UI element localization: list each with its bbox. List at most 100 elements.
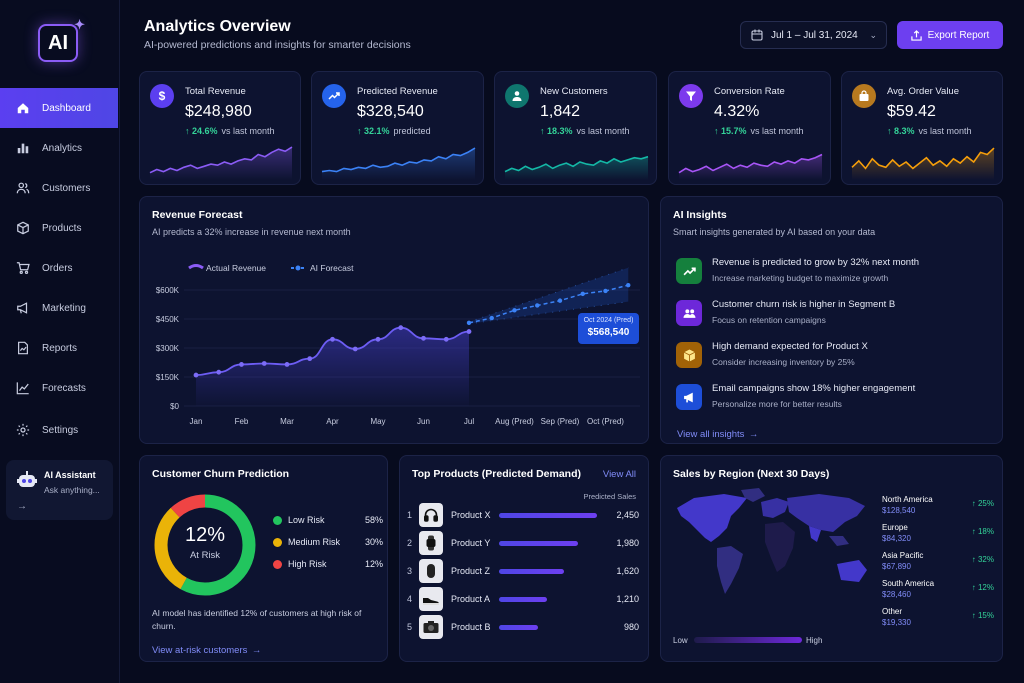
sidebar-item-forecasts[interactable]: Forecasts <box>0 368 118 408</box>
card-title: AI Insights <box>673 209 727 221</box>
sidebar-item-dashboard[interactable]: Dashboard <box>0 88 118 128</box>
kpi-change: ↑ 18.3% vs last month <box>540 126 630 136</box>
assistant-subtitle: Ask anything... <box>44 485 100 495</box>
speaker-icon <box>419 559 443 583</box>
product-name: Product B <box>451 622 491 632</box>
actual-data-point[interactable] <box>466 329 472 334</box>
actual-data-point[interactable] <box>261 361 267 366</box>
sparkline-line <box>149 146 293 174</box>
legend-high-label: High <box>806 636 823 645</box>
kpi-sparkline <box>321 147 476 180</box>
forecast-data-point[interactable] <box>626 282 631 288</box>
view-all-link[interactable]: View All <box>602 469 636 480</box>
region-change: ↑ 25% <box>971 499 994 508</box>
x-tick-label: Mar <box>280 417 294 426</box>
actual-data-point[interactable] <box>443 336 449 342</box>
view-all-insights-link[interactable]: View all insights → <box>677 424 758 442</box>
insight-desc: Personalize more for better results <box>712 399 842 409</box>
forecast-data-point[interactable] <box>603 288 608 294</box>
date-range-picker[interactable]: Jul 1 – Jul 31, 2024 ⌄ <box>740 21 887 49</box>
forecast-data-point[interactable] <box>466 320 472 326</box>
users-icon <box>16 182 30 194</box>
revenue-forecast-chart: Actual Revenue AI Forecast $600K $450K $30… <box>156 263 640 426</box>
kpi-label: Avg. Order Value <box>887 86 959 97</box>
product-name: Product X <box>451 510 491 520</box>
legend-dot <box>273 538 282 547</box>
product-name: Product Y <box>451 538 491 548</box>
forecast-data-point[interactable] <box>535 303 540 308</box>
kpi-change-note: vs last month <box>221 126 275 136</box>
sidebar-item-reports[interactable]: Reports <box>0 328 118 368</box>
y-tick-label: $150K <box>156 373 180 382</box>
product-row[interactable]: 2 Product Y 1,980 <box>407 531 639 555</box>
view-at-risk-link[interactable]: View at-risk customers → <box>152 640 261 658</box>
sidebar-item-orders[interactable]: Orders <box>0 248 118 288</box>
sidebar-item-customers[interactable]: Customers <box>0 168 118 208</box>
kpi-value: 4.32% <box>714 103 760 120</box>
kpi-value: $248,980 <box>185 103 252 120</box>
sidebar-item-analytics[interactable]: Analytics <box>0 128 118 168</box>
region-change-value: 15% <box>977 611 994 620</box>
region-change-value: 25% <box>977 499 994 508</box>
bag-icon <box>859 90 869 101</box>
map-south-america <box>717 546 743 594</box>
actual-data-point[interactable] <box>421 335 426 341</box>
sidebar-item-settings[interactable]: Settings <box>0 410 118 450</box>
product-name: Product A <box>451 594 491 604</box>
sparkline-area <box>679 154 822 180</box>
actual-data-point[interactable] <box>352 346 358 352</box>
kpi-value: 1,842 <box>540 103 581 120</box>
sidebar-item-marketing[interactable]: Marketing <box>0 288 118 328</box>
insight-item[interactable]: High demand expected for Product X Consi… <box>676 339 996 379</box>
forecast-data-point[interactable] <box>557 298 563 303</box>
actual-data-point[interactable] <box>307 356 313 362</box>
user-icon <box>512 91 522 101</box>
product-row[interactable]: 1 Product X 2,450 <box>407 503 639 527</box>
app-logo[interactable]: AI ✦ <box>38 17 85 62</box>
region-change-value: 12% <box>977 583 994 592</box>
actual-data-point[interactable] <box>216 369 222 375</box>
actual-data-point[interactable] <box>398 325 404 331</box>
product-row[interactable]: 4 Product A 1,210 <box>407 587 639 611</box>
export-report-button[interactable]: Export Report <box>897 21 1003 49</box>
calendar-icon <box>751 29 763 41</box>
actual-data-point[interactable] <box>375 336 381 342</box>
insight-item[interactable]: Customer churn risk is higher in Segment… <box>676 297 996 337</box>
chevron-down-icon: ⌄ <box>869 30 877 40</box>
region-change: ↑ 12% <box>971 583 994 592</box>
box-icon <box>17 221 29 235</box>
sidebar-item-products[interactable]: Products <box>0 208 118 248</box>
x-tick-label: Jun <box>417 417 430 426</box>
forecast-data-point[interactable] <box>489 315 494 321</box>
kpi-sparkline <box>149 146 293 180</box>
insight-item[interactable]: Email campaigns show 18% higher engageme… <box>676 381 996 421</box>
demand-bar <box>499 541 578 546</box>
ai-assistant-panel[interactable]: AI Assistant Ask anything... → <box>6 460 113 520</box>
x-tick-label: Aug (Pred) <box>495 417 534 426</box>
actual-data-point[interactable] <box>284 362 290 367</box>
shoe-icon <box>419 587 443 611</box>
sidebar-item-label: Reports <box>42 342 78 354</box>
y-tick-label: $300K <box>156 344 180 353</box>
arrow-right-icon[interactable]: → <box>17 501 27 512</box>
x-tick-label: Jan <box>190 417 203 426</box>
product-row[interactable]: 3 Product Z 1,620 <box>407 559 639 583</box>
map-australia <box>837 560 867 582</box>
forecast-data-point[interactable] <box>580 291 585 297</box>
actual-data-point[interactable] <box>239 362 244 367</box>
product-value: 980 <box>623 622 639 632</box>
insight-item[interactable]: Revenue is predicted to grow by 32% next… <box>676 255 996 295</box>
region-change: ↑ 18% <box>971 527 994 536</box>
kpi-icon-bg <box>322 84 346 108</box>
page-title: Analytics Overview <box>144 18 291 35</box>
actual-data-point[interactable] <box>193 372 199 378</box>
sparkline-line <box>851 147 995 170</box>
forecast-data-point[interactable] <box>512 308 517 313</box>
product-row[interactable]: 5 Product B 980 <box>407 615 639 639</box>
kpi-sparkline <box>504 155 649 180</box>
actual-data-point[interactable] <box>330 336 335 342</box>
sparkline-line <box>321 147 476 173</box>
assistant-title: AI Assistant <box>44 470 96 480</box>
legend-value: 58% <box>364 515 383 525</box>
kpi-value: $328,540 <box>357 103 424 120</box>
